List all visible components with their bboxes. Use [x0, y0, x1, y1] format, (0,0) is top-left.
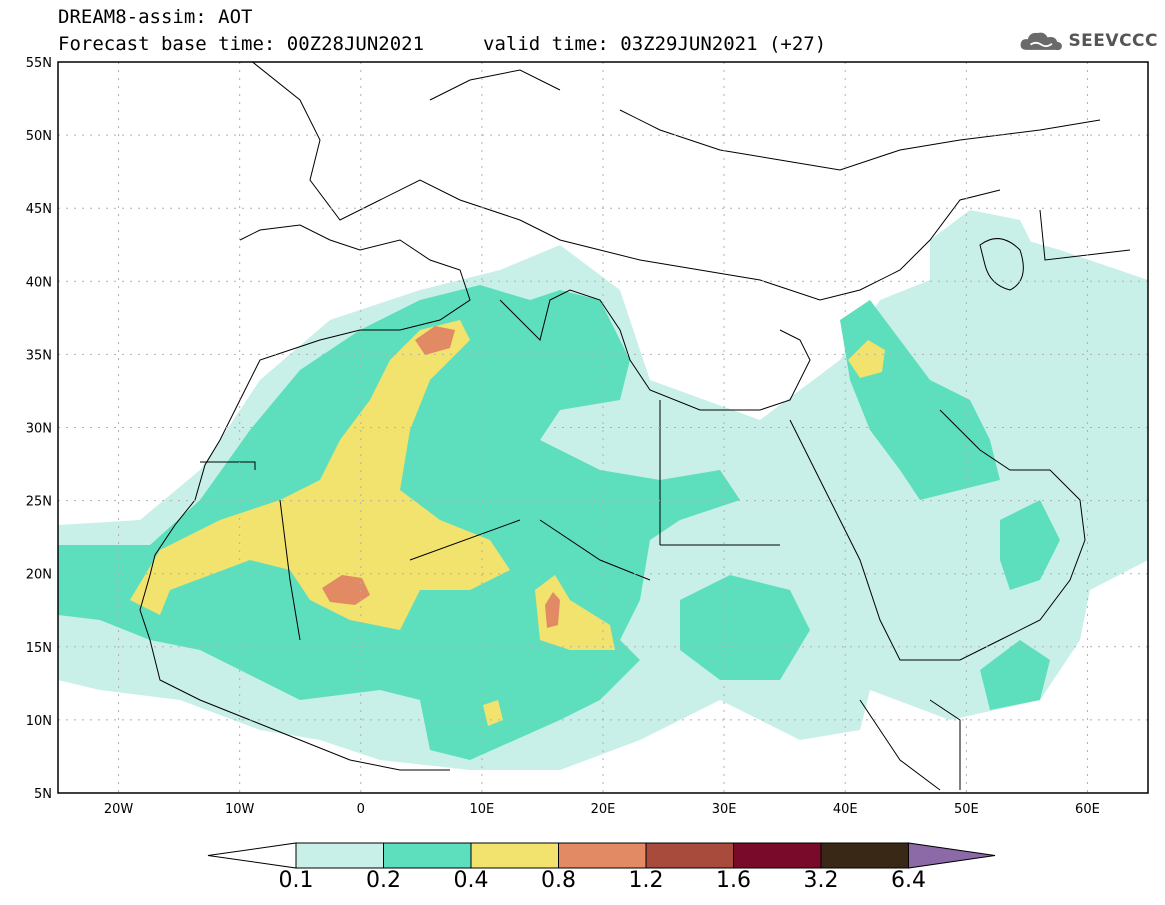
longitude-labels: 20W 10W 0 10E 20E 30E 40E 50E 60E	[104, 802, 1100, 817]
colorbar-max-arrow	[908, 842, 996, 869]
colorbar-swatch	[295, 842, 384, 869]
aot-band-0-8-algeria	[322, 575, 370, 605]
colorbar-swatch	[645, 842, 734, 869]
lat-label: 40N	[26, 275, 52, 290]
lat-label: 35N	[26, 348, 52, 363]
lat-label: 20N	[26, 568, 52, 583]
lon-label: 60E	[1075, 802, 1100, 817]
map-frame	[57, 61, 1149, 794]
colorbar-min-arrow	[207, 842, 297, 869]
lon-label: 0	[357, 802, 365, 817]
colorbar-swatch	[733, 842, 822, 869]
lat-label: 50N	[26, 129, 52, 144]
colorbar-swatch	[470, 842, 559, 869]
cloud-icon	[1020, 32, 1062, 51]
lon-label: 40E	[833, 802, 858, 817]
aot-band-0-4-iraq	[848, 340, 885, 378]
lon-label: 20W	[104, 802, 134, 817]
aot-band-0-4	[130, 320, 510, 630]
aot-band-0-8-chad	[545, 592, 560, 628]
aot-band-0-2-sea	[980, 640, 1050, 710]
lon-label: 10W	[225, 802, 255, 817]
aot-band-0-2-arabia	[1000, 500, 1060, 590]
colorbar-label: 6.4	[891, 868, 926, 893]
colorbar-label: 3.2	[803, 868, 839, 893]
colorbar-label: 1.6	[716, 868, 751, 893]
lat-label: 55N	[26, 56, 52, 71]
colorbar-swatch	[383, 842, 472, 869]
lat-label: 45N	[26, 202, 52, 217]
forecast-base-time: Forecast base time: 00Z28JUN2021	[58, 33, 425, 55]
colorbar-swatch	[820, 842, 909, 869]
graticule	[58, 62, 1148, 793]
map-title: DREAM8-assim: AOT	[58, 6, 253, 28]
lat-label: 25N	[26, 495, 52, 510]
colorbar-label: 0.1	[278, 868, 314, 893]
aot-band-0-2-horn	[680, 575, 810, 680]
lat-label: 5N	[34, 787, 52, 802]
seevccc-logo: SEEVCCC	[1018, 24, 1158, 58]
aot-band-0-4-chad	[535, 575, 615, 650]
colorbar-label: 1.2	[628, 868, 664, 893]
aot-band-0-1-north	[930, 210, 1040, 300]
lon-label: 50E	[954, 802, 979, 817]
lat-label: 30N	[26, 422, 52, 437]
latitude-labels: 55N 50N 45N 40N 35N 30N 25N 20N 15N 10N 5N	[26, 56, 52, 802]
lon-label: 20E	[591, 802, 616, 817]
colorbar-label: 0.4	[453, 868, 489, 893]
lat-label: 15N	[26, 641, 52, 656]
lon-label: 10E	[470, 802, 495, 817]
aot-band-0-8-tunisia	[415, 326, 455, 355]
lon-label: 30E	[712, 802, 737, 817]
colorbar-label: 0.8	[541, 868, 576, 893]
lat-label: 10N	[26, 714, 52, 729]
colorbar-swatch	[558, 842, 647, 869]
colorbar-label: 0.2	[366, 868, 401, 893]
logo-text: SEEVCCC	[1068, 31, 1158, 51]
valid-time: valid time: 03Z29JUN2021 (+27)	[483, 33, 827, 55]
colorbar	[207, 842, 996, 869]
